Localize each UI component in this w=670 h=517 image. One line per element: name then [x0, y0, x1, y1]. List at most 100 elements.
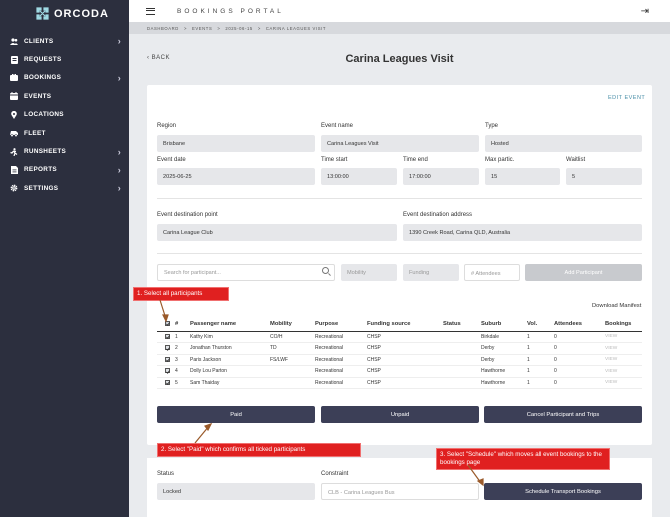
purpose-cell: Recreational — [315, 365, 367, 378]
table-row: 5 Sam Thaiday Recreational CHSP Hawthorn… — [157, 377, 642, 389]
status-label: Status — [157, 471, 175, 477]
row-number: 3 — [175, 354, 190, 366]
unpaid-button[interactable]: Unpaid — [321, 406, 479, 423]
brand-name: ORCODA — [54, 7, 109, 20]
funding-cell: CHSP — [367, 354, 443, 366]
waitlist-field[interactable]: 5 — [566, 168, 642, 185]
chevron-right-icon: › — [117, 146, 121, 157]
column-header[interactable]: Status — [443, 317, 481, 332]
sidebar-item-label: RUNSHEETS — [24, 148, 67, 156]
brand-logo[interactable]: ORCODA — [0, 0, 129, 22]
hamburger-menu-icon[interactable] — [146, 7, 155, 15]
view-bookings-link[interactable]: VIEW — [605, 331, 642, 343]
passenger-name: Jonathan Thurston — [190, 342, 270, 355]
row-checkbox[interactable] — [165, 368, 171, 374]
event-name-label: Event name — [321, 123, 354, 129]
row-checkbox[interactable] — [165, 345, 171, 351]
add-participant-button[interactable]: Add Participant — [525, 264, 642, 281]
passenger-name: Paris Jackson — [190, 354, 270, 366]
sidebar-item-events[interactable]: EVENTS — [0, 87, 129, 105]
time-end-field[interactable]: 17:00:00 — [403, 168, 479, 185]
annotation-step-3: 3. Select "Schedule" which moves all eve… — [436, 448, 610, 470]
breadcrumb-events[interactable]: EVENTS — [191, 26, 213, 31]
orcoda-logo-icon — [36, 7, 49, 20]
schedule-transport-button[interactable]: Schedule Transport Bookings — [484, 483, 642, 500]
divider — [157, 253, 642, 254]
constraint-select[interactable]: CLB - Carina Leagues Bus — [321, 483, 479, 500]
view-bookings-link[interactable]: VIEW — [605, 365, 642, 378]
column-header[interactable]: Purpose — [315, 317, 367, 332]
suburb-cell: Birkdale — [481, 331, 527, 343]
chevron-right-icon: › — [117, 36, 121, 47]
view-bookings-link[interactable]: VIEW — [605, 377, 642, 389]
sidebar-item-settings[interactable]: SETTINGS › — [0, 179, 129, 197]
table-row: 1 Kathy Kim CO/H Recreational CHSP Birkd… — [157, 331, 642, 343]
sidebar-item-label: FLEET — [24, 129, 46, 137]
view-bookings-link[interactable]: VIEW — [605, 354, 642, 366]
funding-filter[interactable]: Funding — [403, 264, 459, 281]
breadcrumb-separator: > — [257, 26, 261, 31]
search-icon[interactable] — [322, 267, 329, 274]
time-start-field[interactable]: 13:00:00 — [321, 168, 397, 185]
column-header[interactable]: Funding source — [367, 317, 443, 332]
vol-cell: 1 — [527, 342, 554, 355]
sidebar-item-runsheets[interactable]: RUNSHEETS › — [0, 142, 129, 160]
destination-address-label: Event destination address — [403, 212, 473, 218]
attendees-cell: 0 — [554, 354, 605, 366]
funding-cell: CHSP — [367, 342, 443, 355]
passenger-name: Kathy Kim — [190, 331, 270, 343]
attendees-cell: 0 — [554, 377, 605, 389]
event-date-field[interactable]: 2025-06-25 — [157, 168, 315, 185]
row-checkbox[interactable] — [165, 333, 171, 339]
paid-button[interactable]: Paid — [157, 406, 315, 423]
breadcrumb-date[interactable]: 2025-06-15 — [225, 26, 253, 31]
status-cell — [443, 342, 481, 355]
sidebar-item-requests[interactable]: REQUESTS — [0, 50, 129, 68]
sidebar-item-reports[interactable]: REPORTS › — [0, 161, 129, 179]
row-checkbox[interactable] — [165, 379, 171, 385]
column-header[interactable]: Vol. — [527, 317, 554, 332]
type-field[interactable]: Hosted — [485, 135, 642, 152]
status-cell — [443, 377, 481, 389]
column-header[interactable]: Attendees — [554, 317, 605, 332]
destination-address-field[interactable]: 1390 Creek Road, Carina QLD, Australia — [403, 224, 642, 241]
time-end-label: Time end — [403, 157, 428, 163]
column-header[interactable]: Passenger name — [190, 317, 270, 332]
page-title: Carina Leagues Visit — [345, 53, 454, 65]
max-partic-field[interactable]: 15 — [485, 168, 560, 185]
funding-cell: CHSP — [367, 377, 443, 389]
attendees-input[interactable]: # Attendees — [464, 264, 520, 281]
sidebar-item-label: BOOKINGS — [24, 74, 62, 82]
select-all-checkbox[interactable] — [165, 320, 171, 326]
breadcrumb-dashboard[interactable]: DASHBOARD — [147, 26, 179, 31]
cancel-participant-button[interactable]: Cancel Participant and Trips — [484, 406, 642, 423]
runsheets-icon — [10, 147, 18, 156]
divider — [157, 198, 642, 199]
sidebar-item-clients[interactable]: CLIENTS › — [0, 32, 129, 50]
column-header[interactable]: Mobility — [270, 317, 315, 332]
participant-search-input[interactable]: Search for participant... — [157, 264, 335, 281]
purpose-cell: Recreational — [315, 354, 367, 366]
view-bookings-link[interactable]: VIEW — [605, 342, 642, 355]
mobility-cell: TD — [270, 342, 315, 355]
sidebar-item-locations[interactable]: LOCATIONS — [0, 106, 129, 124]
back-button[interactable]: ‹ BACK — [147, 55, 170, 61]
event-name-field[interactable]: Carina Leagues Visit — [321, 135, 479, 152]
sidebar-item-label: SETTINGS — [24, 184, 59, 192]
edit-event-link[interactable]: EDIT EVENT — [608, 95, 646, 101]
row-checkbox[interactable] — [165, 356, 171, 362]
status-cell — [443, 354, 481, 366]
download-manifest-link[interactable]: Download Manifest — [592, 303, 642, 309]
logout-icon[interactable]: ⇥ — [640, 6, 649, 17]
column-header[interactable]: Suburb — [481, 317, 527, 332]
sidebar-item-bookings[interactable]: BOOKINGS › — [0, 69, 129, 87]
sidebar-item-fleet[interactable]: FLEET — [0, 124, 129, 142]
mobility-filter[interactable]: Mobility — [341, 264, 397, 281]
destination-point-field[interactable]: Carina League Club — [157, 224, 397, 241]
fleet-icon — [10, 129, 18, 137]
suburb-cell: Derby — [481, 342, 527, 355]
status-field[interactable]: Locked — [157, 483, 315, 500]
sidebar-item-label: EVENTS — [24, 92, 52, 100]
region-field[interactable]: Brisbane — [157, 135, 315, 152]
chevron-right-icon: › — [117, 183, 121, 194]
